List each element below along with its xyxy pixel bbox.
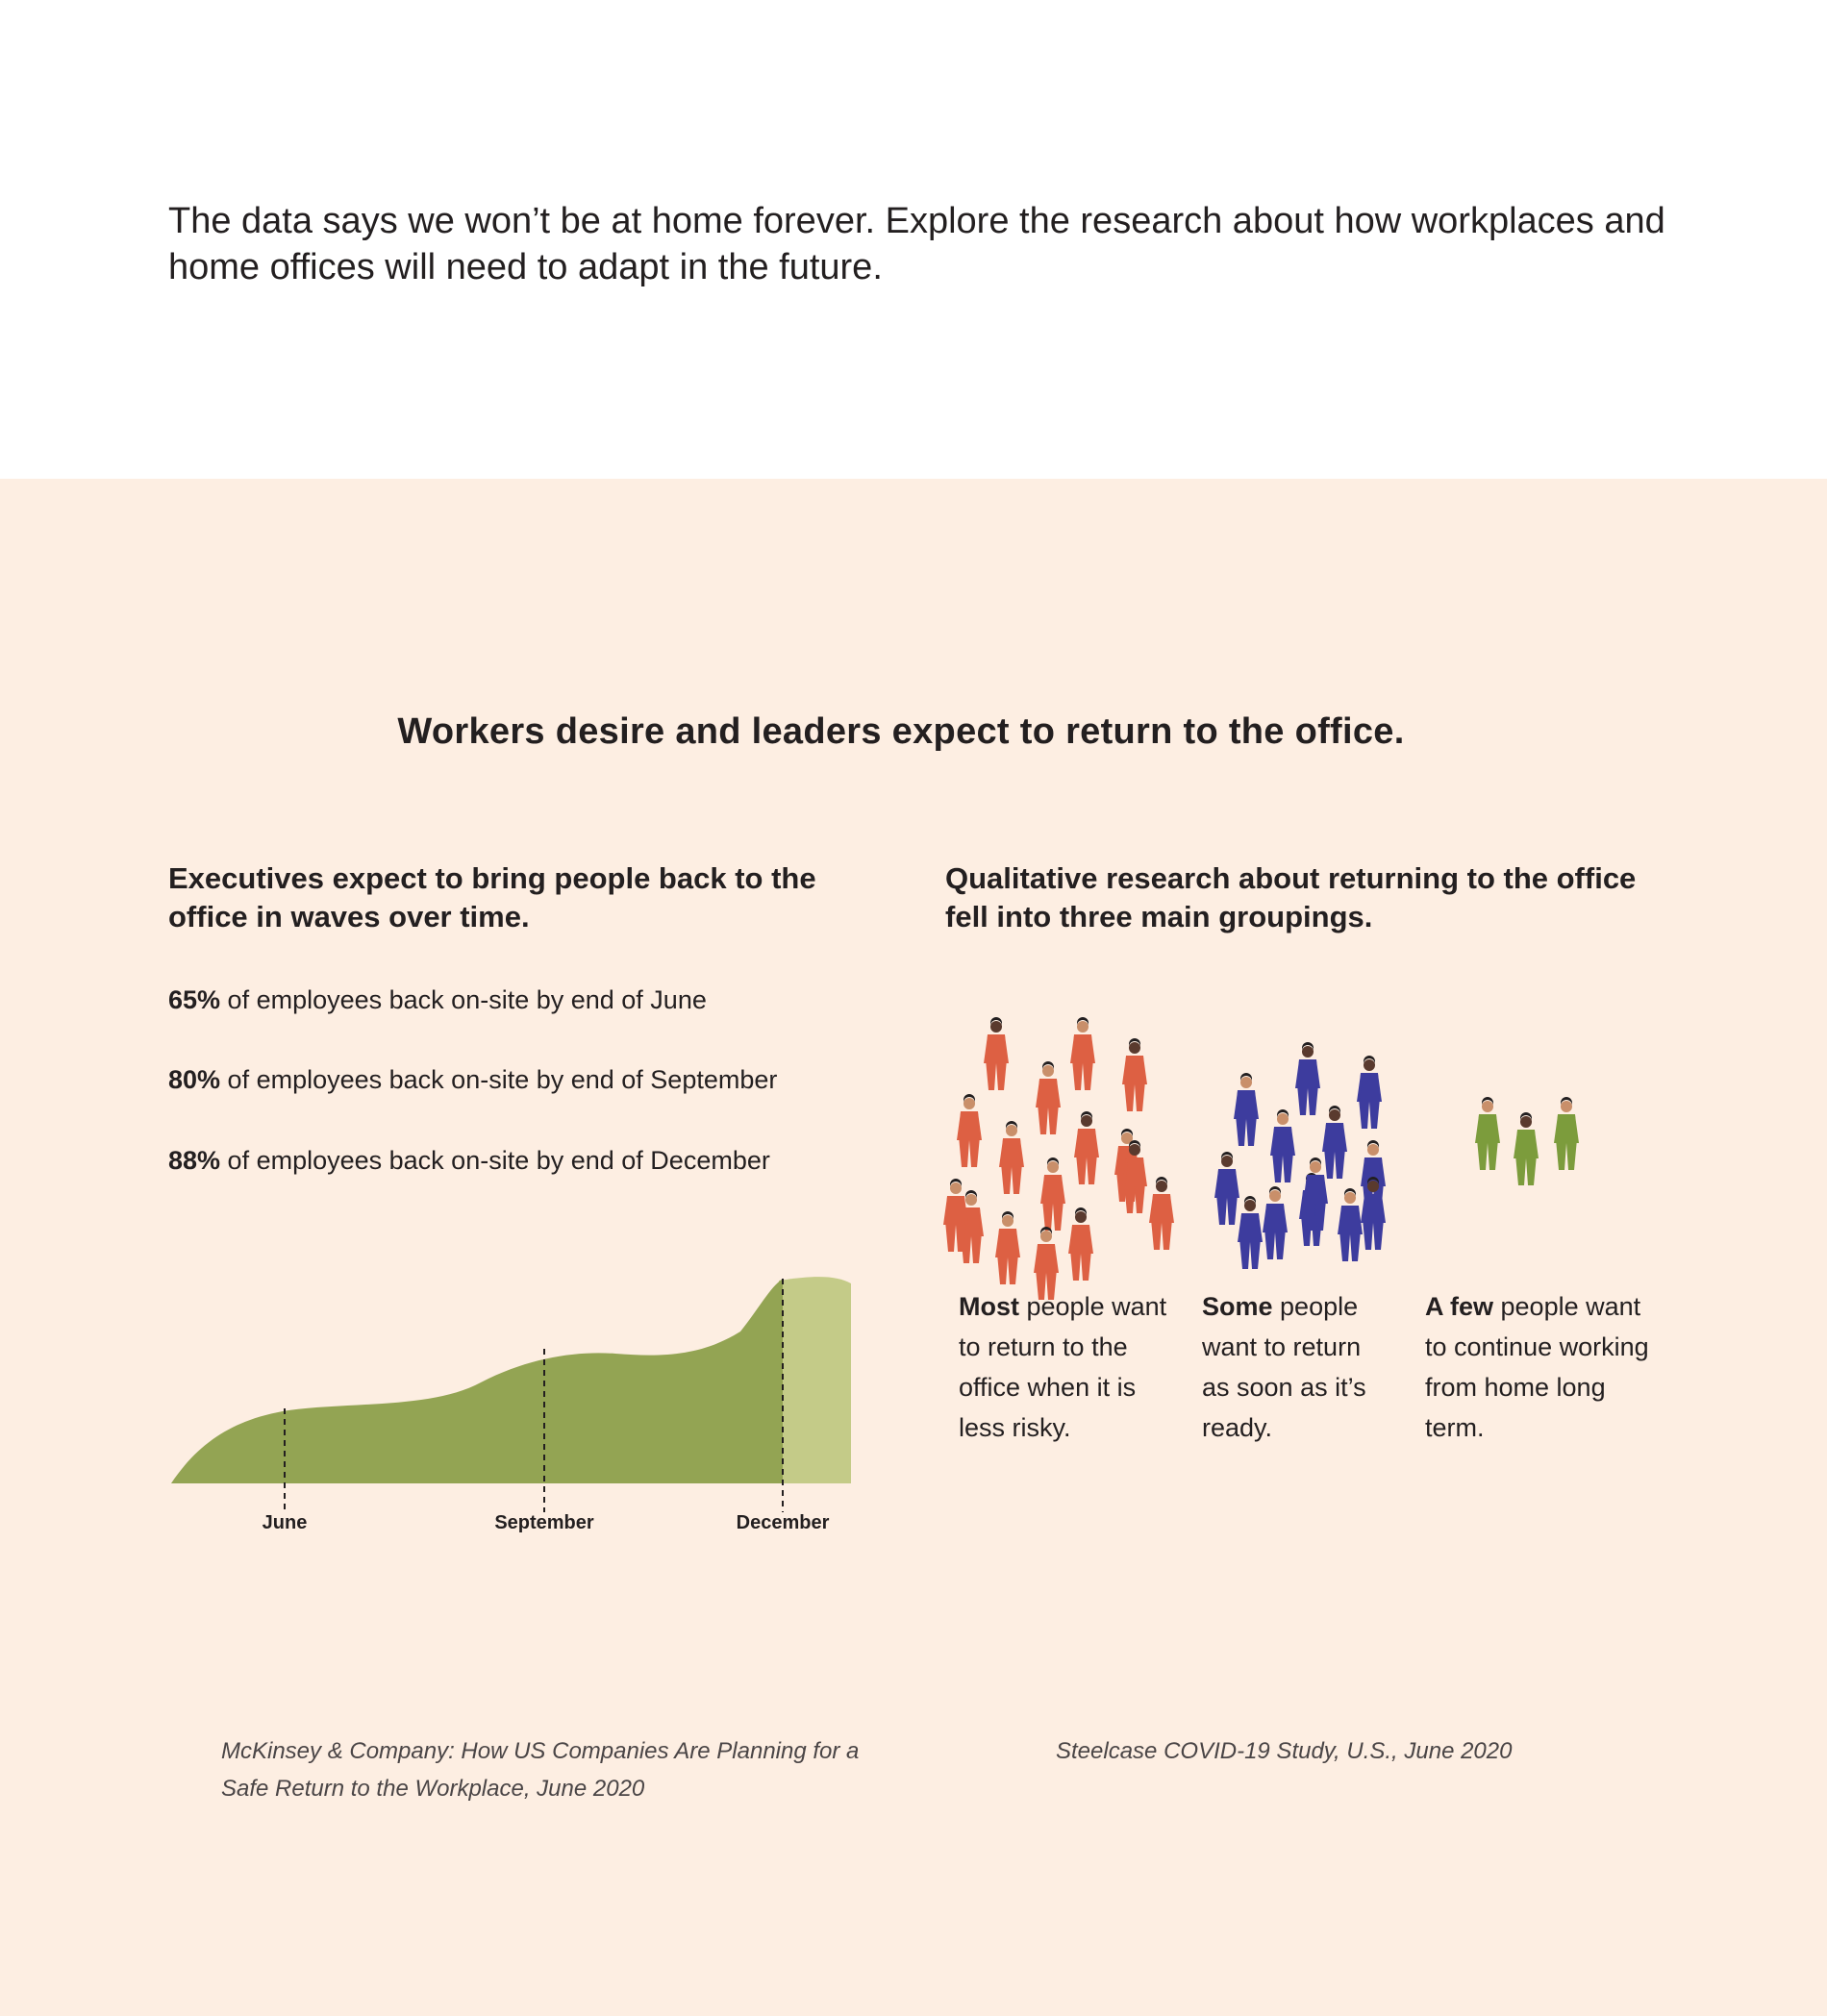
person-figure [1234,1073,1259,1146]
return-waves-chart [171,1277,851,1512]
group-few-bold: A few [1425,1292,1494,1321]
person-figure [1295,1042,1320,1115]
intro-text: The data says we won’t be at home foreve… [168,201,1665,287]
stat-december: 88% of employees back on-site by end of … [168,1144,770,1177]
group-some-desc: people want to return as soon as it’s re… [1202,1292,1366,1442]
person-figure [1070,1017,1095,1090]
person-figure [984,1017,1009,1090]
person-figure [1357,1056,1382,1129]
people-group-most [943,1017,1174,1300]
person-figure [1036,1061,1061,1134]
section-headline: Workers desire and leaders expect to ret… [397,711,1405,752]
qualitative-heading: Qualitative research about returning to … [945,861,1637,933]
person-figure [1238,1196,1263,1269]
person-figure [1068,1207,1093,1281]
person-figure [1122,1038,1147,1111]
person-figure [1361,1177,1386,1250]
stat-june-text: of employees back on-site by end of June [220,985,707,1014]
person-figure [1074,1111,1099,1184]
stat-september-text: of employees back on-site by end of Sept… [220,1065,778,1094]
person-figure [1270,1109,1295,1182]
research-panel [0,479,1827,2016]
person-figure [1263,1186,1288,1259]
stat-december-pct: 88% [168,1146,221,1175]
person-figure [1554,1097,1579,1170]
filled-area [171,1279,783,1483]
steelcase-source: Steelcase COVID-19 Study, U.S., June 202… [1056,1738,1513,1764]
group-some-bold: Some [1202,1292,1273,1321]
stat-september: 80% of employees back on-site by end of … [168,1063,777,1096]
person-figure [1149,1177,1174,1250]
group-few-text: A few people want to continue working fr… [1425,1286,1656,1448]
person-figure [957,1094,982,1167]
person-figure [1322,1106,1347,1179]
person-figure [995,1211,1020,1284]
person-figure [1122,1140,1147,1213]
people-group-some [1214,1042,1386,1269]
people-group-few [1475,1097,1579,1185]
person-figure [1514,1112,1539,1185]
stat-september-pct: 80% [168,1065,221,1094]
person-figure [1214,1152,1239,1225]
person-figure [1475,1097,1500,1170]
person-figure [1338,1188,1363,1261]
group-few-desc: people want to continue working from hom… [1425,1292,1649,1442]
person-figure [1034,1227,1059,1300]
tick-june: June [262,1512,308,1533]
tick-december: December [736,1512,830,1533]
person-figure [943,1179,968,1252]
stat-june: 65% of employees back on-site by end of … [168,983,707,1016]
stat-june-pct: 65% [168,985,221,1014]
projected-area [779,1277,851,1483]
group-most-text: Most people want to return to the office… [959,1286,1170,1448]
executives-heading: Executives expect to bring people back t… [168,861,816,933]
person-figure [1303,1157,1328,1231]
group-most-desc: people want to return to the office when… [959,1292,1167,1442]
stat-december-text: of employees back on-site by end of Dece… [220,1146,770,1175]
person-figure [999,1121,1024,1194]
group-most-bold: Most [959,1292,1019,1321]
mckinsey-source: McKinsey & Company: How US Companies Are… [221,1738,860,1802]
group-some-text: Some people want to return as soon as it… [1202,1286,1394,1448]
tick-september: September [494,1512,594,1533]
person-figure [1040,1157,1065,1231]
